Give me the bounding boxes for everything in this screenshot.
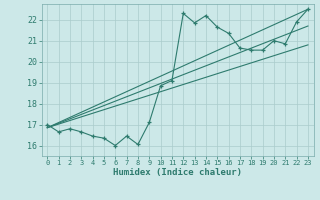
X-axis label: Humidex (Indice chaleur): Humidex (Indice chaleur)	[113, 168, 242, 177]
